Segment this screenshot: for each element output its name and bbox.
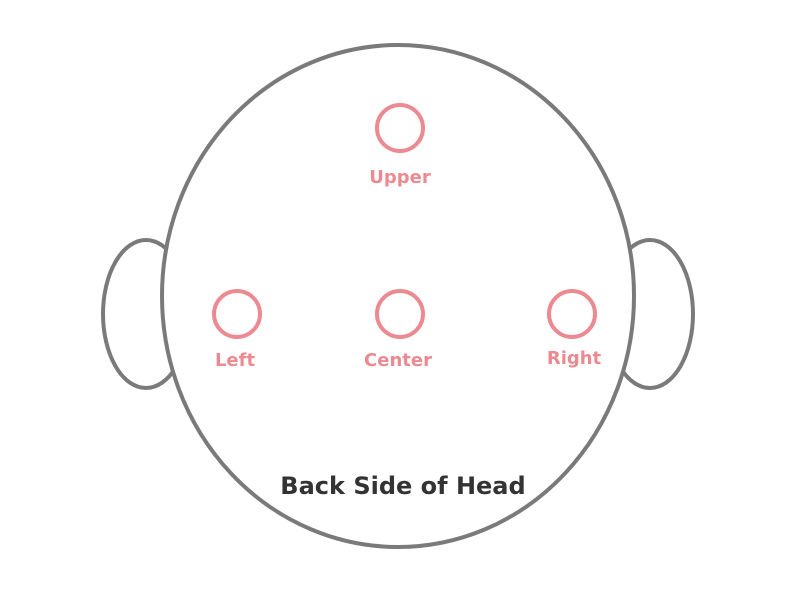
left-point-marker [212,289,262,339]
center-point-marker [375,289,425,339]
center-point-label: Center [364,350,432,371]
upper-point-label: Upper [369,167,431,188]
head-outline [160,43,636,549]
right-point-marker [547,289,597,339]
right-point-label: Right [547,348,602,369]
left-point-label: Left [215,350,256,371]
upper-point-marker [375,103,425,153]
diagram-caption: Back Side of Head [280,472,525,500]
